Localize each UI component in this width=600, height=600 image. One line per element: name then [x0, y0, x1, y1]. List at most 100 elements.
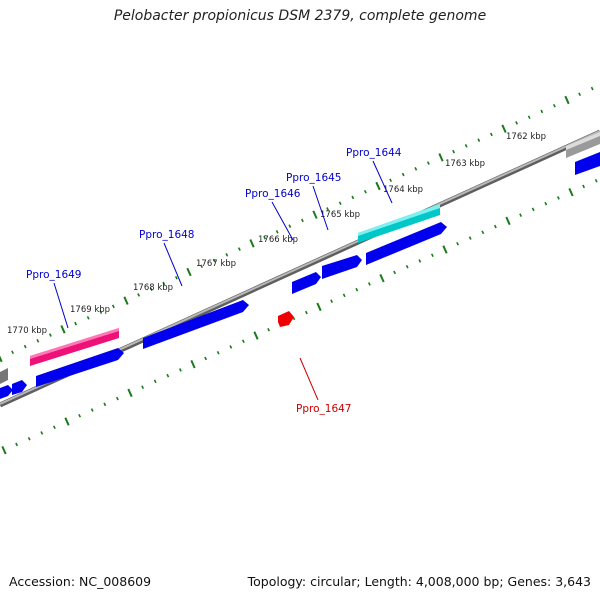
gene-label-ppro-1648[interactable]: Ppro_1648 [139, 229, 194, 241]
scale-tick [162, 281, 166, 286]
scale-label: 1768 kbp [133, 283, 173, 293]
scale-tick [312, 210, 318, 219]
leader-ppro-1646 [271, 201, 294, 241]
gene-grey-right-shine [566, 132, 600, 150]
scale-tick [389, 178, 393, 183]
gene-ppro-1649-b[interactable] [36, 348, 124, 387]
scale-label: 1762 kbp [506, 132, 546, 142]
inner-tick [582, 184, 586, 189]
inner-tick [505, 216, 511, 226]
scale-label: 1769 kbp [70, 305, 110, 315]
inner-tick [253, 331, 259, 340]
gene-label-ppro-1649[interactable]: Ppro_1649 [26, 269, 81, 281]
scale-tick [149, 287, 153, 292]
inner-tick [379, 273, 385, 283]
gene-ppro-1645[interactable] [322, 255, 362, 279]
inner-tick [544, 201, 548, 206]
inner-tick [304, 310, 308, 315]
scale-tick [489, 132, 493, 137]
scale-tick [426, 161, 430, 165]
gene-ppro-1646[interactable] [292, 272, 321, 294]
scale-tick [351, 195, 355, 200]
leader-ppro-1645 [312, 185, 329, 231]
scale-tick [225, 253, 229, 257]
map-title: Pelobacter propionicus DSM 2379, complet… [113, 8, 487, 24]
scale-tick [137, 293, 141, 297]
accession-text: Accession: NC_008609 [9, 574, 152, 589]
scale-tick [74, 321, 78, 326]
scale-tick [578, 92, 582, 97]
inner-tick [342, 293, 346, 298]
scale-label: 1764 kbp [383, 185, 423, 195]
inner-tick [115, 396, 119, 401]
gene-features [0, 132, 600, 399]
scale-tick [174, 275, 178, 280]
scale-tick [501, 124, 507, 133]
inner-tick [64, 417, 70, 426]
gene-ppro-1649-shine [30, 328, 119, 359]
inner-tick [456, 241, 460, 246]
scale-tick [11, 350, 15, 355]
scale-tick [540, 109, 544, 114]
gene-label-ppro-1647[interactable]: Ppro_1647 [296, 403, 351, 415]
inner-tick [40, 431, 44, 435]
scale-tick [60, 325, 66, 334]
scale-tick [300, 218, 304, 223]
gene-ppro-1648[interactable] [143, 300, 249, 349]
scale-tick [338, 201, 342, 206]
inner-tick [393, 270, 397, 275]
gene-ppro-1647[interactable] [278, 311, 294, 327]
gene-left-edge[interactable] [0, 385, 13, 399]
leader-ppro-1649 [53, 282, 69, 329]
inner-tick [493, 224, 497, 229]
scale-tick [86, 316, 90, 320]
scale-tick [401, 172, 405, 177]
leader-ppro-1644 [372, 160, 393, 204]
scale-tick [375, 181, 381, 191]
inner-tick [204, 356, 208, 361]
genome-summary-text: Topology: circular; Length: 4,008,000 bp… [247, 574, 591, 589]
inner-tick [418, 259, 422, 263]
leader-ppro-1647 [299, 357, 319, 401]
inner-tick [127, 388, 133, 398]
inner-tick [190, 359, 196, 369]
scale-tick [263, 235, 267, 240]
gene-ppro-1644-shine [358, 204, 440, 236]
scale-tick [36, 338, 40, 343]
scale-tick [249, 239, 255, 248]
scale-tick [186, 267, 192, 277]
gene-grey-left[interactable] [0, 368, 8, 384]
scale-tick [326, 207, 330, 211]
scale-tick [123, 296, 129, 305]
gene-label-ppro-1644[interactable]: Ppro_1644 [346, 147, 402, 159]
inner-tick [355, 287, 359, 292]
scale-tick [464, 144, 468, 148]
inner-tick [468, 236, 472, 240]
inner-tick [103, 402, 107, 407]
leader-ppro-1648 [163, 242, 183, 287]
inner-tick [330, 299, 334, 303]
scale-tick [0, 355, 3, 363]
scale-tick [363, 189, 367, 194]
scale-tick [477, 138, 481, 142]
gene-right-edge[interactable] [575, 152, 600, 175]
scale-tick [590, 86, 594, 91]
gene-ppro-1644-b[interactable] [366, 222, 447, 265]
inner-tick [556, 196, 560, 200]
leader-lines [53, 160, 393, 401]
inner-tick [166, 373, 170, 378]
scale-tick [212, 258, 216, 263]
gene-label-ppro-1645[interactable]: Ppro_1645 [286, 172, 341, 184]
scale-tick [111, 304, 115, 309]
gene-left-small[interactable] [12, 380, 27, 395]
gene-label-ppro-1646[interactable]: Ppro_1646 [245, 188, 301, 200]
scale-tick [23, 344, 27, 349]
inner-tick [1, 445, 7, 455]
scale-tick [237, 247, 241, 251]
inner-tick [141, 385, 145, 389]
inner-tick [241, 339, 245, 344]
inner-tick [178, 368, 182, 372]
inner-tick [27, 436, 31, 441]
inner-tick [430, 253, 434, 258]
scale-label: 1766 kbp [258, 235, 298, 245]
